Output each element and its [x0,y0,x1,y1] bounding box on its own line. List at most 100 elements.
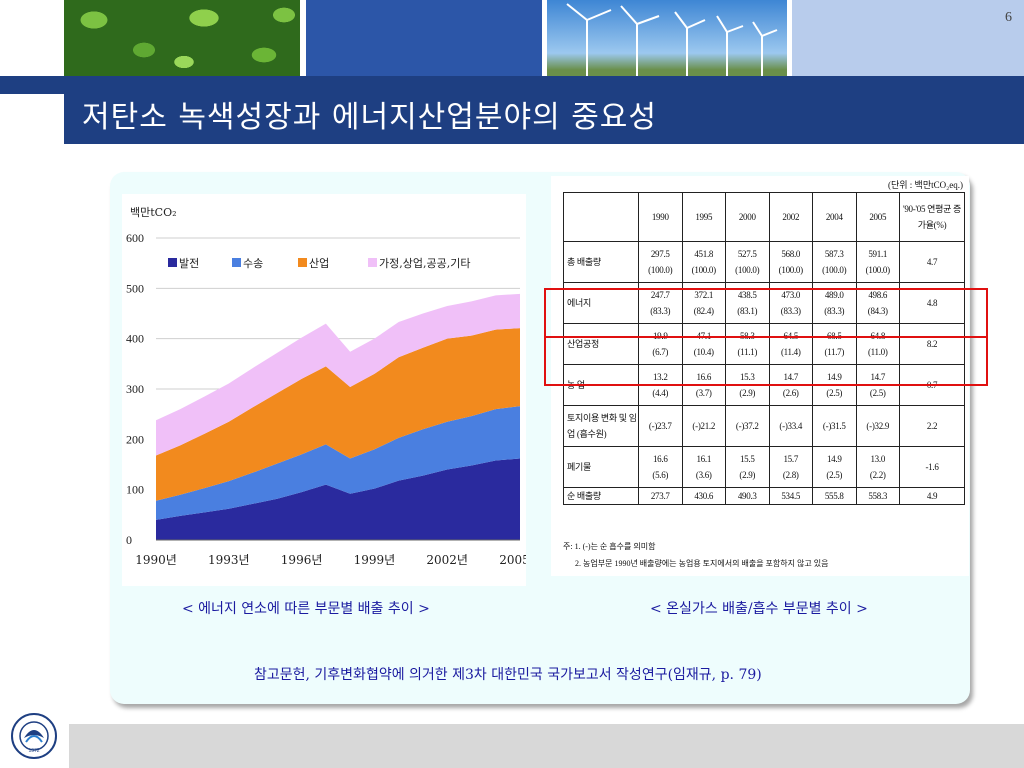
table-growth-cell: 4.7 [899,241,965,283]
area-series-1 [156,406,520,520]
table-cell: (-)32.9 [855,405,900,447]
table-note-2: 2. 농업부문 1990년 배출량에는 농업용 토지에서의 배출을 포함하지 않… [575,559,829,568]
table-cell: 591.1 (100.0) [855,241,900,283]
cell-value: 587.3 [824,249,844,259]
cell-share: (2.6) [782,388,799,398]
cell-share: (11.1) [737,347,758,357]
table-cell: 430.6 [681,487,726,505]
y-tick-label: 200 [126,432,144,446]
cell-value: 555.8 [824,491,844,501]
cell-value: (-)21.2 [692,421,716,431]
y-tick-label: 100 [126,483,144,497]
table-row: 폐기물 16.6 (5.6) 16.1 (3.6) 15.5 (2.9) 15.7 (2.8) 1… [563,446,965,488]
table-cell: 451.8 (100.0) [681,241,726,283]
cell-value: (-)37.2 [735,421,759,431]
y-tick-label: 600 [126,231,144,245]
table-cell: 534.5 [768,487,813,505]
table-cell: 587.3 (100.0) [812,241,857,283]
x-tick-label: 2005년 [499,553,526,567]
cell-share: (83.3) [650,306,671,316]
x-tick-label: 1993년 [208,553,250,567]
cell-share: (100.0) [822,265,847,275]
table-growth-cell: 2.2 [899,405,965,447]
cell-value: 273.7 [650,491,670,501]
cell-share: (5.6) [652,470,669,480]
table-cell: (-)31.5 [812,405,857,447]
cell-value: 591.1 [868,249,888,259]
cell-value: 558.3 [868,491,888,501]
cell-value: 247.7 [650,290,670,300]
cell-share: (83.1) [737,306,758,316]
leaves-photo [64,0,300,76]
cell-share: (2.8) [782,470,799,480]
table-caption: < 온실가스 배출/흡수 부문별 추이 > [650,601,868,617]
table-header-cell: 1990 [638,192,683,242]
table-row: 토지이용 변화 및 임업 (흡수원) (-)23.7 (-)21.2 (-)37.2 (… [563,405,965,447]
cell-value: 16.6 [696,372,712,382]
y-axis-unit: 백만tCO₂ [130,206,177,219]
emissions-chart-svg: 백만tCO₂ 0 100 200 300 400 500 600 1990년 1993년 1996년… [122,194,541,586]
table-row-label: 산업공정 [563,323,639,365]
table-row: 총 배출량 297.5 (100.0) 451.8 (100.0) 527.5 (100.0… [563,241,965,283]
x-tick-label: 1999년 [354,553,396,567]
cell-value: 568.0 [781,249,801,259]
table-cell: 273.7 [638,487,683,505]
emissions-chart: 백만tCO₂ 0 100 200 300 400 500 600 1990년 1993년 1996년… [122,194,541,586]
table-header-cell: 2005 [855,192,900,242]
cell-value: 489.0 [824,290,844,300]
cell-share: (2.9) [739,388,756,398]
cell-value: 451.8 [694,249,714,259]
cell-share: (3.6) [695,470,712,480]
cell-value: (-)32.9 [866,421,890,431]
cell-value: 14.9 [826,454,842,464]
legend-swatch [368,258,377,267]
area-series-0 [156,458,520,540]
table-cell: 13.0 (2.2) [855,446,900,488]
y-tick-label: 400 [126,332,144,346]
cell-share: (100.0) [735,265,760,275]
cell-value: 534.5 [781,491,801,501]
cell-share: (10.4) [693,347,714,357]
chart-caption: < 에너지 연소에 따른 부문별 배출 추이 > [182,601,430,617]
cell-share: (83.3) [824,306,845,316]
table-row: 산업공정 19.9 (6.7) 47.1 (10.4) 58.3 (11.1) 64.5 (11… [563,323,965,365]
y-tick-label: 500 [126,281,144,295]
table-header-cell: 2004 [812,192,857,242]
legend-label: 가정,상업,공공,기타 [379,257,470,270]
header-blue-panel [306,0,542,76]
highlight-box-industry [544,336,988,386]
table-growth-cell: 8.2 [899,323,965,365]
university-seal-icon: 1972 [11,713,57,759]
logo-year: 1972 [28,748,39,754]
wind-turbines-graphic [566,3,778,76]
cell-share: (11.7) [824,347,845,357]
legend-swatch [232,258,241,267]
cell-value: (-)23.7 [648,421,672,431]
table-cell: 15.5 (2.9) [725,446,770,488]
x-tick-label: 1996년 [281,553,323,567]
x-tick-label: 1990년 [135,553,177,567]
cell-share: (2.9) [739,470,756,480]
cell-share: (4.4) [652,388,669,398]
header-light-panel [792,0,1024,76]
table-header-blank [563,192,639,242]
y-tick-label: 0 [126,533,132,547]
cell-value: 498.6 [868,290,888,300]
table-header-cell: 2000 [725,192,770,242]
cell-share: (100.0) [865,265,890,275]
cell-share: (82.4) [693,306,714,316]
cell-value: 14.7 [783,372,799,382]
university-logo: 1972 [10,712,58,760]
cell-share: (83.3) [780,306,801,316]
area-series-3 [156,293,520,456]
cell-value: 297.5 [650,249,670,259]
table-row-label: 폐기물 [563,446,639,488]
table-header-cell: '90-'05 연평균 증가율(%) [899,192,965,242]
table-header-cell: 2002 [768,192,813,242]
table-cell: (-)33.4 [768,405,813,447]
reference-text: 참고문헌, 기후변화협약에 의거한 제3차 대한민국 국가보고서 작성연구(임재… [254,667,762,683]
table-cell: 490.3 [725,487,770,505]
table-cell: 555.8 [812,487,857,505]
table-header-row: 1990 1995 2000 2002 2004 2005'90-'05 연평균 증가율(… [563,192,965,242]
table-cell: 16.6 (5.6) [638,446,683,488]
